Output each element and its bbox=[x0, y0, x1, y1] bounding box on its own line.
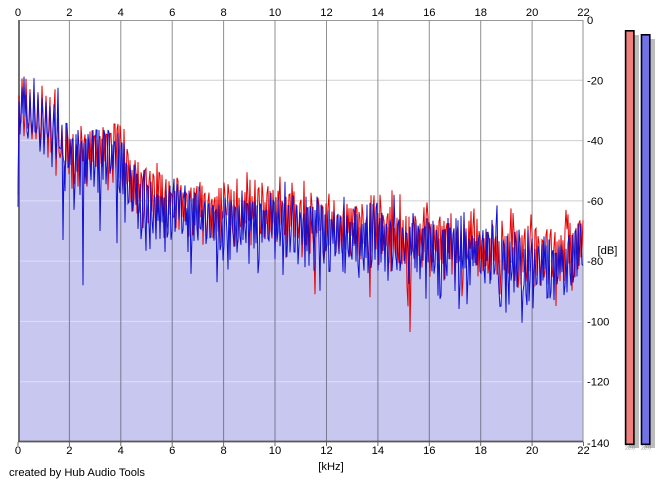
svg-text:6: 6 bbox=[169, 445, 175, 457]
svg-text:[dB]: [dB] bbox=[598, 245, 618, 257]
svg-text:10: 10 bbox=[269, 7, 281, 19]
svg-text:-120: -120 bbox=[587, 377, 609, 389]
svg-text:22: 22 bbox=[577, 445, 589, 457]
svg-text:-140: -140 bbox=[587, 438, 609, 450]
svg-text:0: 0 bbox=[15, 445, 21, 457]
svg-text:-20: -20 bbox=[587, 75, 603, 87]
svg-text:18: 18 bbox=[474, 7, 486, 19]
svg-text:12: 12 bbox=[320, 7, 332, 19]
svg-text:16: 16 bbox=[423, 7, 435, 19]
svg-text:20.0: 20.0 bbox=[625, 446, 635, 452]
svg-text:-60: -60 bbox=[587, 196, 603, 208]
svg-text:20: 20 bbox=[526, 445, 538, 457]
svg-text:8: 8 bbox=[220, 7, 226, 19]
svg-text:created by Hub Audio Tools: created by Hub Audio Tools bbox=[9, 467, 145, 479]
svg-text:20: 20 bbox=[526, 7, 538, 19]
svg-text:2: 2 bbox=[66, 7, 72, 19]
svg-text:20.0: 20.0 bbox=[641, 446, 651, 452]
svg-text:-40: -40 bbox=[587, 136, 603, 148]
svg-text:0: 0 bbox=[587, 15, 593, 27]
svg-text:12: 12 bbox=[320, 445, 332, 457]
svg-text:10: 10 bbox=[269, 445, 281, 457]
svg-text:2: 2 bbox=[66, 445, 72, 457]
svg-text:0: 0 bbox=[15, 7, 21, 19]
svg-text:-80: -80 bbox=[587, 256, 603, 268]
svg-text:8: 8 bbox=[220, 445, 226, 457]
svg-text:14: 14 bbox=[372, 7, 384, 19]
svg-text:6: 6 bbox=[169, 7, 175, 19]
svg-text:14: 14 bbox=[372, 445, 384, 457]
svg-text:4: 4 bbox=[118, 445, 124, 457]
svg-text:18: 18 bbox=[474, 445, 486, 457]
svg-text:[kHz]: [kHz] bbox=[318, 461, 343, 473]
svg-text:16: 16 bbox=[423, 445, 435, 457]
svg-text:-100: -100 bbox=[587, 316, 609, 328]
svg-text:4: 4 bbox=[118, 7, 124, 19]
svg-text:22: 22 bbox=[577, 7, 589, 19]
